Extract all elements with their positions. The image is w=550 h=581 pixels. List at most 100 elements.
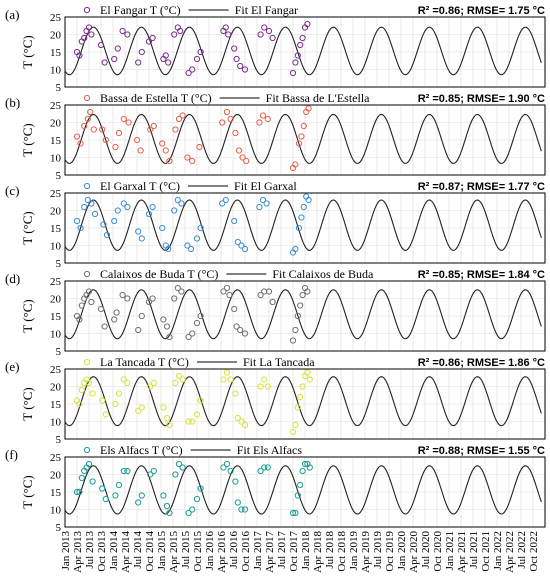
- data-point: [299, 291, 306, 299]
- data-point: [225, 31, 232, 38]
- data-point: [294, 312, 301, 320]
- data-point: [259, 112, 267, 119]
- data-point: [124, 203, 131, 211]
- data-point: [115, 481, 123, 489]
- legend-fit-label: Fit Bassa de L'Estella: [266, 91, 370, 105]
- data-point: [185, 69, 192, 77]
- data-point: [175, 115, 183, 123]
- data-point: [292, 509, 299, 517]
- y-tick-label: 25: [50, 276, 62, 288]
- legend-marker: [83, 6, 91, 14]
- data-point: [175, 372, 183, 380]
- data-point: [269, 34, 276, 42]
- data-point: [145, 298, 153, 306]
- data-point: [222, 196, 229, 204]
- data-point: [189, 418, 196, 425]
- y-tick-label: 20: [50, 206, 62, 218]
- legend-observed-label: El Fangar T (°C): [100, 3, 181, 17]
- data-point: [261, 464, 268, 471]
- x-tick-label: Apr 2019: [360, 531, 372, 573]
- data-point: [172, 379, 179, 387]
- panel-f: 5 10 15 20 25 (f)T (°C) Els Alfacs T (°C) Fit E…: [5, 443, 546, 534]
- data-point: [184, 242, 191, 249]
- data-point: [306, 376, 313, 383]
- x-tick-label: Oct 2014: [144, 531, 156, 572]
- panel-a: 5 10 15 20 25 (a)T (°C) El Fangar T (°C) Fit El…: [5, 3, 546, 94]
- data-point: [111, 217, 118, 225]
- data-point: [297, 481, 304, 489]
- data-point: [160, 404, 167, 411]
- x-tick-label: Apr 2017: [264, 531, 276, 573]
- data-point: [238, 418, 245, 425]
- data-point: [219, 200, 226, 207]
- data-point: [256, 119, 263, 126]
- data-point: [149, 295, 156, 302]
- data-point: [197, 48, 204, 56]
- y-tick-label: 25: [50, 364, 62, 376]
- fit-curve: [64, 465, 542, 515]
- data-point: [179, 112, 186, 119]
- y-tick-label: 10: [50, 241, 62, 253]
- data-point: [289, 337, 297, 344]
- data-point: [166, 421, 173, 429]
- data-point: [103, 231, 111, 239]
- legend-marker: [83, 94, 91, 102]
- data-point: [78, 302, 85, 309]
- x-tick-label: Jul 2020: [420, 531, 432, 569]
- x-tick-label: Apr 2013: [72, 531, 84, 573]
- fit-statistics: R² =0.87; RMSE= 1.77 °C: [418, 181, 545, 193]
- data-point: [113, 309, 120, 316]
- y-tick-label: 10: [50, 505, 62, 517]
- data-point: [289, 509, 297, 517]
- data-point: [76, 488, 83, 496]
- data-point: [171, 295, 178, 302]
- data-point: [85, 460, 93, 468]
- data-point: [231, 217, 238, 225]
- fit-curve: [64, 199, 542, 251]
- data-point: [115, 390, 123, 397]
- y-axis-label: T (°C): [20, 35, 35, 68]
- data-point: [124, 467, 131, 475]
- x-tick-label: Jan 2020: [396, 531, 408, 571]
- data-point: [304, 288, 311, 295]
- data-point: [259, 196, 267, 204]
- data-point: [196, 143, 203, 151]
- data-point: [101, 59, 108, 66]
- data-point: [220, 464, 227, 471]
- data-point: [102, 136, 109, 144]
- data-point: [124, 379, 131, 387]
- data-point: [138, 48, 145, 56]
- data-point: [304, 20, 311, 28]
- x-tick-label: Oct 2017: [288, 531, 300, 572]
- panel-label: (a): [5, 7, 19, 22]
- data-point: [241, 506, 249, 513]
- data-point: [227, 115, 234, 123]
- y-tick-label: 15: [50, 311, 62, 323]
- data-point: [269, 298, 276, 306]
- panel-label: (b): [5, 95, 20, 110]
- data-point: [89, 390, 96, 397]
- fit-curve: [64, 376, 542, 427]
- data-point: [97, 41, 105, 49]
- data-point: [261, 376, 268, 383]
- data-point: [301, 460, 309, 468]
- data-point: [304, 369, 311, 376]
- data-point: [179, 464, 186, 471]
- data-point: [193, 495, 201, 503]
- data-point: [265, 288, 273, 295]
- data-point: [85, 379, 93, 387]
- data-point: [241, 245, 249, 253]
- y-tick-label: 15: [50, 135, 62, 147]
- y-tick-label: 25: [50, 100, 62, 112]
- data-point: [263, 200, 270, 207]
- x-tick-label: Jan 2021: [444, 531, 456, 570]
- x-tick-label: Jul 2022: [516, 531, 528, 569]
- data-point: [223, 108, 231, 116]
- y-tick-label: 5: [56, 346, 62, 358]
- data-point: [219, 119, 226, 126]
- data-point: [238, 506, 245, 513]
- data-point: [197, 224, 204, 232]
- data-point: [233, 323, 240, 330]
- data-point: [138, 312, 145, 320]
- data-point: [232, 390, 239, 397]
